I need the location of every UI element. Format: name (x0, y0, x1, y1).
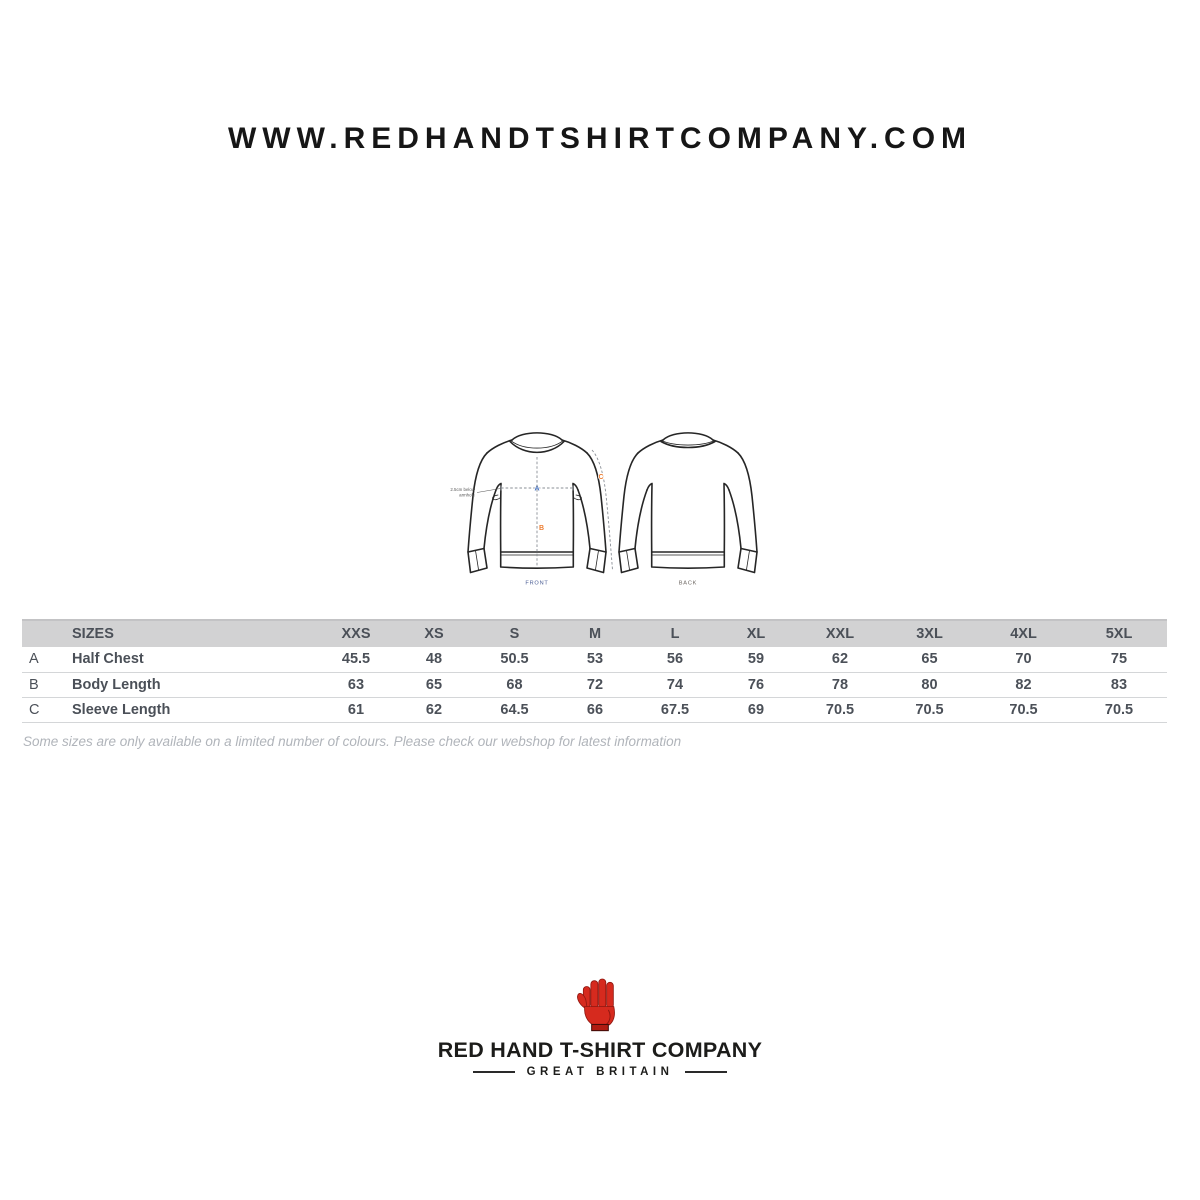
size-cell: 82 (976, 672, 1071, 698)
size-availability-footnote: Some sizes are only available on a limit… (23, 734, 682, 749)
size-cell: 62 (394, 697, 474, 723)
back-view: BACK (618, 432, 758, 587)
logo: RED HAND T-SHIRT COMPANY GREAT BRITAIN (420, 972, 780, 1078)
size-cell: 72 (555, 672, 635, 698)
row-letter: C (22, 697, 62, 723)
tagline-rule-left (472, 1071, 515, 1073)
size-cell: 50.5 (474, 647, 555, 673)
col-header-l: L (635, 619, 715, 647)
measurement-line-c (591, 449, 613, 571)
collar-outline (511, 432, 563, 441)
tagline-rule-right (685, 1071, 728, 1073)
row-letter: A (22, 647, 62, 673)
front-view-label: FRONT (525, 581, 548, 587)
col-header-xxs: XXS (318, 619, 394, 647)
size-cell: 69 (715, 697, 797, 723)
table-row-sleeve-length: C Sleeve Length 61 62 64.5 66 67.5 69 70… (22, 697, 1167, 723)
sizes-header: SIZES (62, 619, 318, 647)
size-cell: 65 (394, 672, 474, 698)
size-cell: 70.5 (797, 697, 883, 723)
size-cell: 68 (474, 672, 555, 698)
col-header-xs: XS (394, 619, 474, 647)
col-header-s: S (474, 619, 555, 647)
row-label: Body Length (62, 672, 318, 698)
col-header-3xl: 3XL (883, 619, 976, 647)
size-cell: 66 (555, 697, 635, 723)
back-view-label: BACK (679, 581, 697, 587)
size-cell: 83 (1071, 672, 1167, 698)
row-label: Sleeve Length (62, 697, 318, 723)
armhole-annotation-line1: 2.5cm below (450, 487, 475, 492)
table-row-half-chest: A Half Chest 45.5 48 50.5 53 56 59 62 65… (22, 647, 1167, 673)
table-header-row: SIZES XXS XS S M L XL XXL 3XL 4XL 5XL (22, 619, 1167, 647)
size-cell: 70.5 (883, 697, 976, 723)
size-cell: 70 (976, 647, 1071, 673)
col-header-5xl: 5XL (1071, 619, 1167, 647)
size-cell: 70.5 (1071, 697, 1167, 723)
table-row-body-length: B Body Length 63 65 68 72 74 76 78 80 82… (22, 672, 1167, 698)
size-cell: 67.5 (635, 697, 715, 723)
marker-a-label: A (534, 486, 539, 493)
col-header-xxl: XXL (797, 619, 883, 647)
size-cell: 78 (797, 672, 883, 698)
marker-b-label: B (539, 525, 544, 532)
size-cell: 75 (1071, 647, 1167, 673)
sweatshirt-drawing: A B C 2.5cm below armhole FRONT (450, 432, 758, 587)
size-cell: 80 (883, 672, 976, 698)
logo-tagline: GREAT BRITAIN (526, 1066, 674, 1078)
garment-diagram: A B C 2.5cm below armhole FRONT (430, 414, 770, 594)
row-label: Half Chest (62, 647, 318, 673)
size-cell: 45.5 (318, 647, 394, 673)
size-cell: 62 (797, 647, 883, 673)
size-cell: 65 (883, 647, 976, 673)
size-cell: 53 (555, 647, 635, 673)
armhole-annotation-line2: armhole (459, 493, 475, 498)
size-cell: 48 (394, 647, 474, 673)
red-hand-icon (577, 978, 615, 1032)
size-cell: 63 (318, 672, 394, 698)
col-header-xl: XL (715, 619, 797, 647)
size-cell: 64.5 (474, 697, 555, 723)
size-cell: 59 (715, 647, 797, 673)
size-cell: 76 (715, 672, 797, 698)
site-url: WWW.REDHANDTSHIRTCOMPANY.COM (227, 122, 973, 155)
row-letter: B (22, 672, 62, 698)
col-header-4xl: 4XL (976, 619, 1071, 647)
size-cell: 74 (635, 672, 715, 698)
front-view: A B C 2.5cm below armhole FRONT (450, 432, 613, 587)
size-cell: 61 (318, 697, 394, 723)
marker-c-label: C (598, 474, 603, 481)
corner-cell (22, 619, 62, 647)
col-header-m: M (555, 619, 635, 647)
size-chart-table: SIZES XXS XS S M L XL XXL 3XL 4XL 5XL A … (22, 619, 1167, 723)
logo-tagline-row: GREAT BRITAIN (420, 1066, 780, 1078)
annotation-leader-line (476, 488, 501, 493)
size-cell: 70.5 (976, 697, 1071, 723)
size-cell: 56 (635, 647, 715, 673)
logo-title: RED HAND T-SHIRT COMPANY (437, 1038, 763, 1062)
